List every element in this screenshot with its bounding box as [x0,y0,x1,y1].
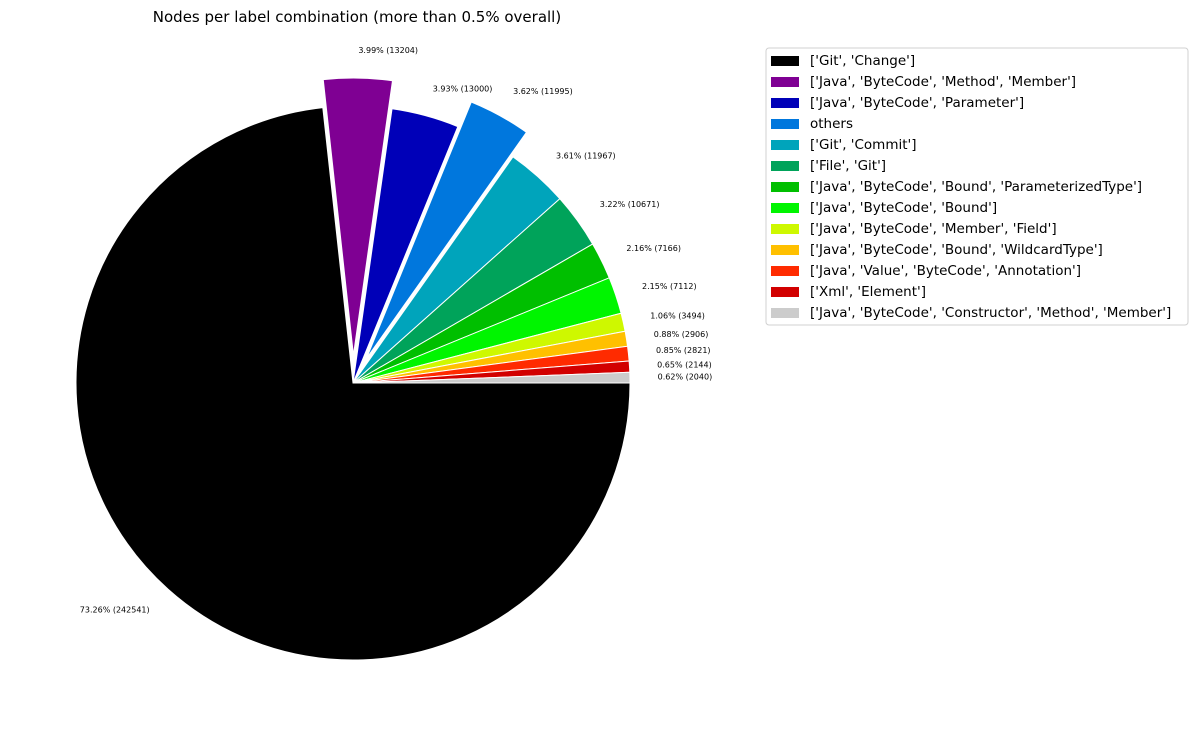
pie-slice-labels: 73.26% (242541) 3.99% (13204) 3.93% (13000… [80,46,712,615]
slice-label-1: 3.99% (13204) [358,46,418,55]
legend-label-2: ['Java', 'ByteCode', 'Parameter'] [810,95,1024,111]
slice-label-6: 2.16% (7166) [626,244,681,253]
legend-label-11: ['Xml', 'Element'] [810,284,926,300]
slice-label-4: 3.61% (11967) [556,151,616,160]
legend-frame [765,47,1189,326]
legend-swatch-6 [771,182,799,192]
legend-swatch-9 [771,245,799,255]
legend-label-9: ['Java', 'ByteCode', 'Bound', 'WildcardT… [810,242,1103,258]
slice-label-0: 73.26% (242541) [80,605,150,614]
slice-label-7: 2.15% (7112) [642,282,697,291]
pie-slice-12 [352,371,631,384]
chart-title: Nodes per label combination (more than 0… [153,8,561,26]
pie-slice-1 [322,77,394,356]
legend-label-1: ['Java', 'ByteCode', 'Method', 'Member'] [810,74,1076,90]
slice-label-8: 1.06% (3494) [650,312,705,321]
legend-swatch-11 [771,287,799,297]
slice-label-9: 0.88% (2906) [654,330,709,339]
slice-label-11: 0.65% (2144) [657,361,712,370]
slice-label-5: 3.22% (10671) [600,200,660,209]
legend-label-3: others [810,116,853,132]
slice-label-12: 0.62% (2040) [658,373,713,382]
legend-label-0: ['Git', 'Change'] [810,53,915,69]
slice-label-3: 3.62% (11995) [513,87,573,96]
legend-swatch-3 [771,119,799,129]
legend-swatch-7 [771,203,799,213]
pie-slices [75,77,631,661]
legend-label-4: ['Git', 'Commit'] [810,137,917,153]
legend-label-8: ['Java', 'ByteCode', 'Member', 'Field'] [810,221,1057,237]
pie-slice-0 [75,107,631,661]
legend-swatch-12 [771,308,799,318]
legend-swatch-4 [771,140,799,150]
legend-label-12: ['Java', 'ByteCode', 'Constructor', 'Met… [810,305,1171,321]
slice-label-2: 3.93% (13000) [433,84,493,93]
legend-label-5: ['File', 'Git'] [810,158,886,174]
legend-swatch-0 [771,56,799,66]
slice-label-10: 0.85% (2821) [656,346,711,355]
legend-swatch-5 [771,161,799,171]
legend-swatch-8 [771,224,799,234]
legend-label-7: ['Java', 'ByteCode', 'Bound'] [810,200,997,216]
legend-swatch-2 [771,98,799,108]
legend-swatch-10 [771,266,799,276]
pie-slice-3 [366,101,528,359]
pie-slice-2 [352,108,459,384]
legend-label-10: ['Java', 'Value', 'ByteCode', 'Annotatio… [810,263,1081,279]
legend-swatch-1 [771,77,799,87]
legend: ['Git', 'Change'] ['Java', 'ByteCode', 'M… [765,47,1189,326]
legend-label-6: ['Java', 'ByteCode', 'Bound', 'Parameter… [810,179,1142,195]
